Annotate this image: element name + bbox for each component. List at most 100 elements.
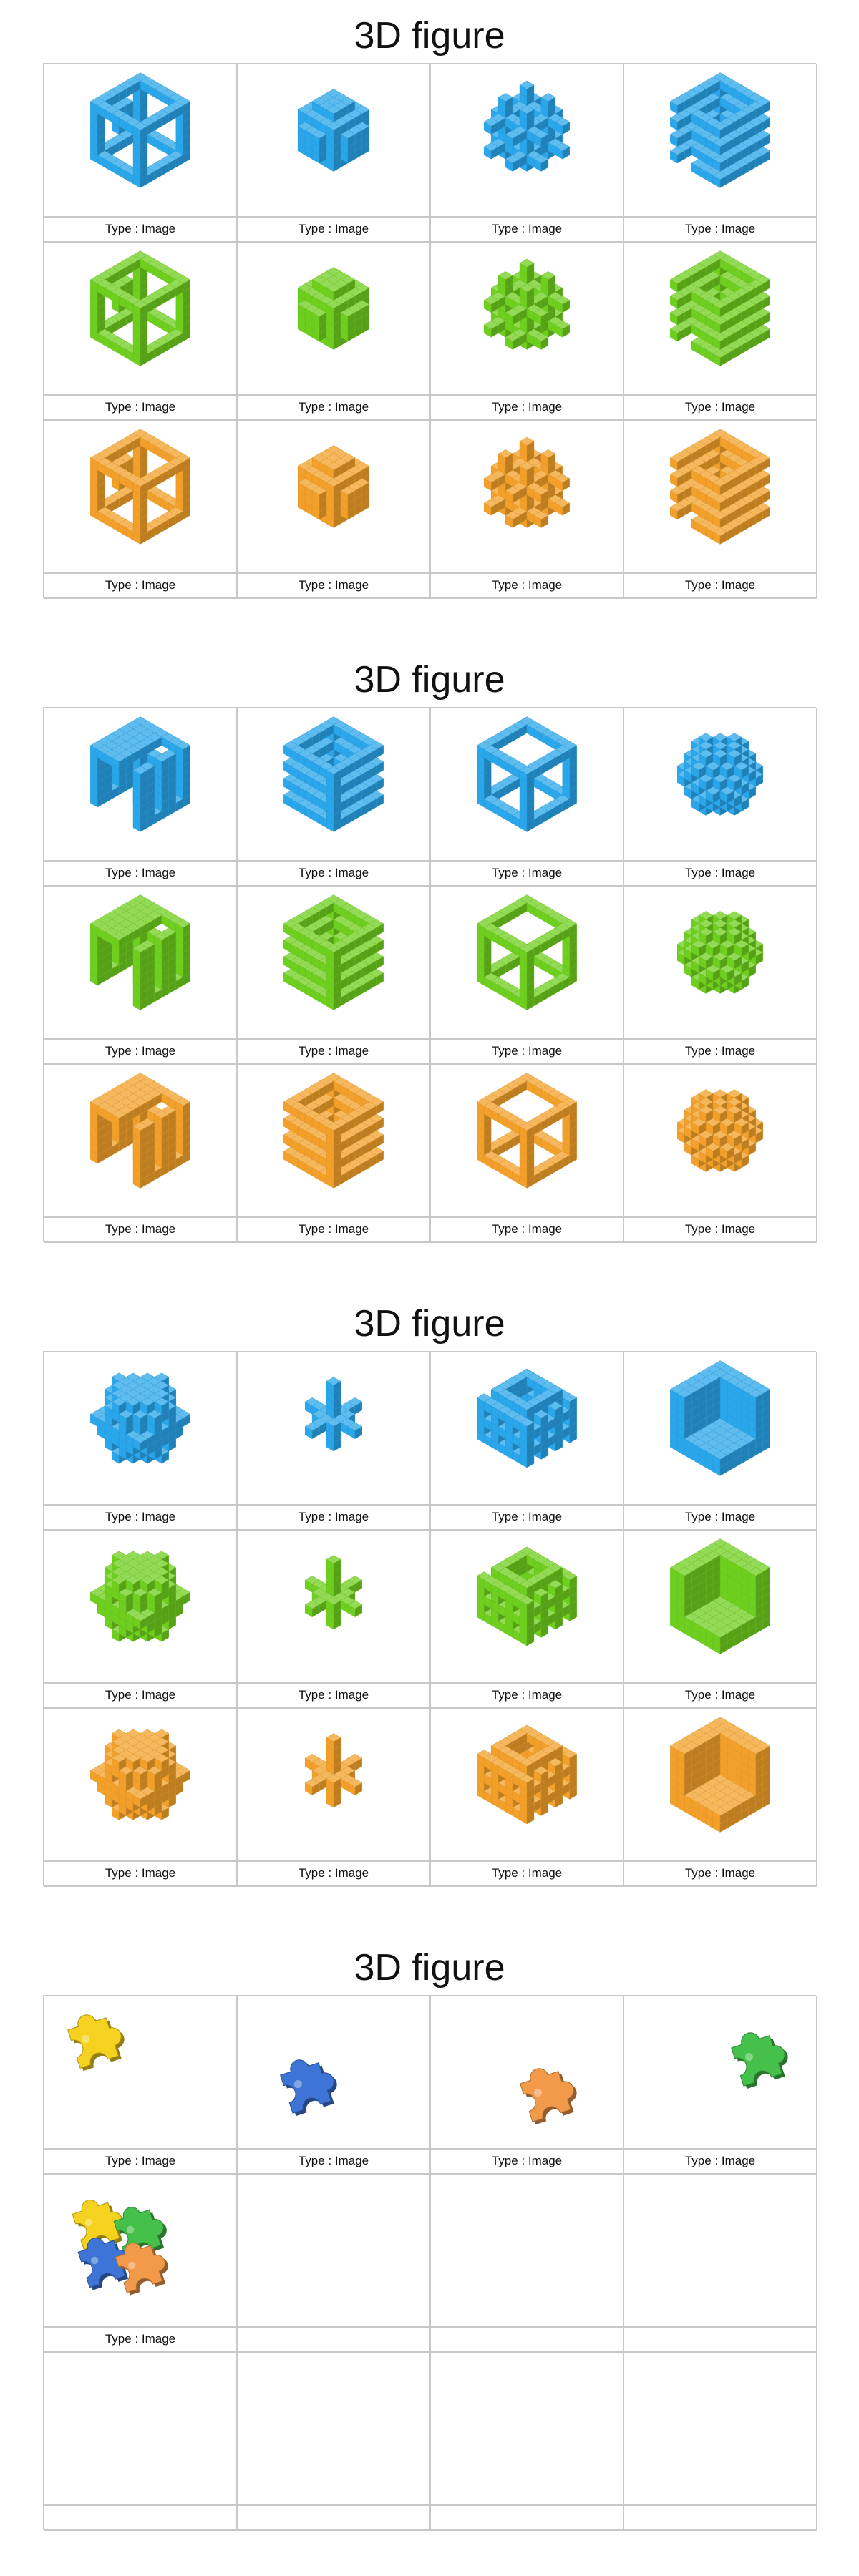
figure-cell[interactable]: Type : Image: [238, 243, 431, 421]
figure-image[interactable]: [44, 1065, 236, 1216]
figure-section: 3D figure Type : Image Type : Image Type : …: [0, 644, 859, 1288]
figure-cell[interactable]: Type : Image: [44, 1352, 238, 1531]
figure-image[interactable]: [44, 1531, 236, 1682]
figure-cell[interactable]: Type : Image: [624, 64, 817, 243]
orange-spiral-stack-icon: [669, 429, 771, 545]
figure-cell[interactable]: Type : Image: [624, 1531, 817, 1709]
figure-cell[interactable]: Type : Image: [238, 1709, 431, 1887]
figure-caption: Type : Image: [44, 860, 236, 885]
figure-cell[interactable]: Type : Image: [44, 421, 238, 599]
figure-image[interactable]: [431, 708, 623, 860]
figure-image[interactable]: [44, 887, 236, 1038]
figure-caption: Type : Image: [431, 1682, 623, 1707]
figure-image[interactable]: [431, 64, 623, 216]
figure-cell[interactable]: Type : Image: [431, 243, 624, 421]
figure-cell[interactable]: Type : Image: [431, 64, 624, 243]
figure-caption: Type : Image: [238, 216, 430, 241]
figure-image[interactable]: [431, 1352, 623, 1504]
figure-image[interactable]: [238, 1352, 430, 1504]
figure-image[interactable]: [624, 1996, 816, 2148]
figure-image[interactable]: [44, 1352, 236, 1504]
figure-image[interactable]: [44, 421, 236, 572]
figure-caption: Type : Image: [624, 1860, 816, 1885]
figure-cell[interactable]: Type : Image: [624, 1709, 817, 1887]
figure-cell[interactable]: Type : Image: [44, 1709, 238, 1887]
figure-cell[interactable]: Type : Image: [431, 1352, 624, 1531]
figure-cell[interactable]: Type : Image: [431, 1709, 624, 1887]
figure-image[interactable]: [44, 1996, 236, 2148]
figure-image[interactable]: [431, 421, 623, 572]
blue-hexagon-frame-icon: [476, 716, 578, 832]
figure-image[interactable]: [431, 243, 623, 394]
figure-cell[interactable]: Type : Image: [44, 64, 238, 243]
figure-image[interactable]: [238, 887, 430, 1038]
figure-cell[interactable]: Type : Image: [624, 887, 817, 1065]
figure-cell[interactable]: Type : Image: [431, 887, 624, 1065]
figure-cell[interactable]: Type : Image: [238, 887, 431, 1065]
figure-image[interactable]: [431, 887, 623, 1038]
figure-cell[interactable]: Type : Image: [624, 1065, 817, 1243]
figure-cell[interactable]: Type : Image: [624, 1996, 817, 2175]
figure-image[interactable]: [624, 708, 816, 860]
figure-cell[interactable]: Type : Image: [238, 708, 431, 887]
figure-cell[interactable]: Type : Image: [44, 708, 238, 887]
figure-image[interactable]: [624, 421, 816, 572]
figure-image[interactable]: [238, 708, 430, 860]
figure-image[interactable]: [44, 708, 236, 860]
figure-caption: Type : Image: [624, 1504, 816, 1529]
figure-image[interactable]: [44, 243, 236, 394]
figure-image[interactable]: [431, 1996, 623, 2148]
figure-cell[interactable]: Type : Image: [431, 1996, 624, 2175]
orange-spike-star-icon: [304, 1733, 363, 1808]
figure-image[interactable]: [238, 421, 430, 572]
figure-cell[interactable]: Type : Image: [431, 708, 624, 887]
figure-image[interactable]: [44, 64, 236, 216]
figure-image[interactable]: [238, 1065, 430, 1216]
figure-caption: Type : Image: [431, 2148, 623, 2173]
figure-image[interactable]: [624, 243, 816, 394]
yellow-puzzle-piece-icon: [67, 2014, 125, 2072]
figure-cell[interactable]: Type : Image: [624, 1352, 817, 1531]
figure-cell[interactable]: Type : Image: [44, 1996, 238, 2175]
figure-cell[interactable]: Type : Image: [44, 1531, 238, 1709]
figure-cell[interactable]: Type : Image: [431, 1531, 624, 1709]
figure-caption: Type : Image: [44, 394, 236, 419]
figure-image[interactable]: [238, 1531, 430, 1682]
figure-image[interactable]: [238, 64, 430, 216]
figure-cell[interactable]: Type : Image: [44, 887, 238, 1065]
figure-cell[interactable]: Type : Image: [238, 1352, 431, 1531]
figure-image[interactable]: [624, 1352, 816, 1504]
figure-image[interactable]: [44, 1709, 236, 1860]
figure-cell[interactable]: Type : Image: [44, 1065, 238, 1243]
figure-image[interactable]: [431, 1709, 623, 1860]
figure-image[interactable]: [624, 887, 816, 1038]
figure-caption: Type : Image: [44, 2326, 236, 2351]
figure-image[interactable]: [238, 1709, 430, 1860]
figure-cell[interactable]: Type : Image: [624, 243, 817, 421]
figure-cell[interactable]: Type : Image: [238, 421, 431, 599]
figure-cell[interactable]: Type : Image: [238, 64, 431, 243]
figure-caption: Type : Image: [44, 1682, 236, 1707]
figure-cell[interactable]: Type : Image: [238, 1996, 431, 2175]
figure-cell[interactable]: Type : Image: [238, 1065, 431, 1243]
figure-image[interactable]: [624, 1531, 816, 1682]
figure-cell[interactable]: Type : Image: [44, 2175, 238, 2353]
figure-image[interactable]: [238, 1996, 430, 2148]
figure-image[interactable]: [431, 1065, 623, 1216]
figure-image[interactable]: [431, 1531, 623, 1682]
figure-image[interactable]: [624, 1065, 816, 1216]
figure-caption: Type : Image: [238, 1504, 430, 1529]
figure-image[interactable]: [624, 1709, 816, 1860]
blue-puzzle-piece-icon: [280, 2059, 337, 2117]
figure-cell[interactable]: Type : Image: [624, 421, 817, 599]
figure-image[interactable]: [624, 64, 816, 216]
green-hollow-cube-frame-icon: [89, 250, 191, 366]
figure-image[interactable]: [238, 243, 430, 394]
figure-image[interactable]: [44, 2175, 236, 2326]
figure-cell[interactable]: Type : Image: [624, 708, 817, 887]
figure-cell[interactable]: Type : Image: [238, 1531, 431, 1709]
figure-cell[interactable]: Type : Image: [431, 1065, 624, 1243]
figure-cell[interactable]: Type : Image: [44, 243, 238, 421]
figure-caption: Type : Image: [624, 1216, 816, 1241]
figure-cell[interactable]: Type : Image: [431, 421, 624, 599]
